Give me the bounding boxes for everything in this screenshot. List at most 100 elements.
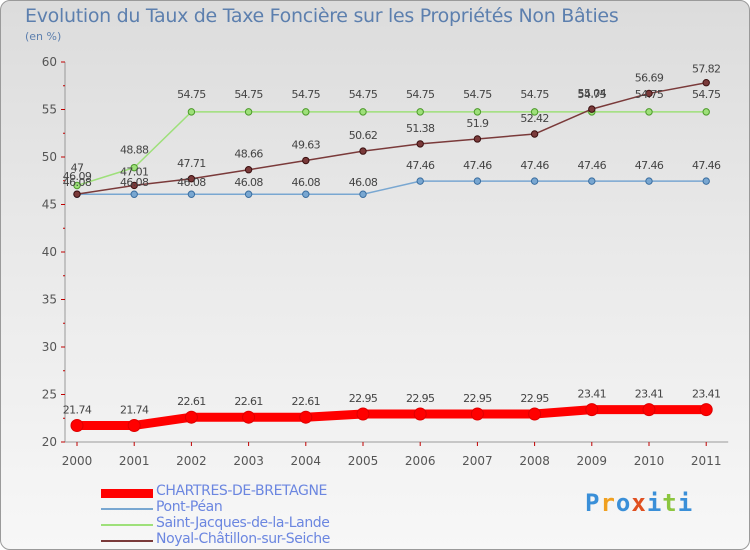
data-label: 22.61	[177, 395, 206, 408]
data-point	[702, 177, 710, 185]
data-label: 47.01	[120, 165, 149, 178]
data-point	[416, 177, 424, 185]
data-point	[130, 181, 138, 190]
data-point	[702, 79, 710, 87]
data-label: 54.75	[177, 88, 206, 101]
y-tick-label: 60	[42, 55, 57, 69]
data-label: 46.08	[349, 176, 378, 189]
data-point	[530, 177, 539, 185]
data-point	[528, 407, 542, 421]
data-label: 22.95	[349, 392, 378, 405]
series-line-1	[77, 405, 707, 430]
data-point	[242, 410, 256, 424]
legend-label: Saint-Jacques-de-la-Lande	[156, 515, 330, 531]
y-tick-label: 45	[42, 198, 57, 212]
data-label: 54.75	[292, 88, 321, 101]
data-point	[413, 407, 427, 421]
data-point	[184, 410, 198, 424]
data-label: 22.61	[292, 395, 321, 408]
data-label: 54.75	[234, 88, 263, 101]
data-point	[244, 166, 253, 174]
data-point	[130, 190, 138, 198]
data-point	[130, 163, 138, 172]
data-label: 21.74	[63, 403, 92, 416]
logo-letter: x	[631, 489, 647, 517]
data-point	[588, 177, 596, 185]
x-tick-label: 2000	[62, 454, 93, 468]
data-label: 48.88	[120, 144, 149, 157]
logo-letter: t	[662, 489, 678, 517]
data-point	[530, 108, 539, 116]
data-label: 46.08	[292, 176, 321, 189]
data-point	[416, 140, 424, 148]
data-point	[299, 410, 313, 424]
data-label: 22.61	[234, 395, 263, 408]
data-point	[359, 190, 367, 198]
data-point	[302, 190, 310, 198]
x-tick-label: 2009	[577, 454, 608, 468]
data-label: 48.66	[234, 148, 263, 161]
legend-swatch	[101, 488, 153, 498]
data-point	[645, 108, 653, 116]
logo-letter: i	[646, 489, 663, 517]
data-label: 50.62	[349, 129, 378, 142]
data-point	[470, 407, 484, 421]
series-line-4	[76, 81, 707, 195]
data-point	[699, 403, 713, 417]
data-point	[187, 175, 196, 183]
data-label: 56.69	[635, 71, 664, 84]
y-tick-label: 55	[42, 103, 57, 117]
data-label: 47	[71, 162, 84, 175]
proxiti-logo: Proxiti	[585, 489, 693, 517]
data-point	[244, 108, 253, 116]
x-tick-label: 2011	[691, 454, 722, 468]
data-label: 57.82	[692, 63, 721, 76]
data-point	[473, 135, 482, 143]
x-tick-label: 2004	[291, 454, 322, 468]
data-point	[127, 418, 141, 432]
data-point	[530, 130, 539, 138]
data-point	[473, 177, 482, 185]
data-point	[302, 108, 310, 116]
data-label: 46.08	[63, 176, 92, 189]
data-point	[359, 108, 367, 116]
x-tick-label: 2006	[405, 454, 436, 468]
data-label: 23.41	[692, 388, 721, 401]
data-label: 54.75	[520, 88, 549, 101]
data-label: 23.41	[578, 388, 607, 401]
data-point	[645, 177, 653, 185]
data-label: 46.09	[63, 170, 92, 183]
data-label: 23.41	[635, 388, 664, 401]
data-label: 54.75	[692, 88, 721, 101]
y-tick-label: 50	[42, 150, 57, 164]
logo-letter: o	[615, 489, 632, 517]
data-label: 22.95	[520, 392, 549, 405]
data-label: 22.95	[463, 392, 492, 405]
data-point	[585, 403, 599, 417]
data-label: 46.08	[234, 176, 263, 189]
logo-letter: r	[600, 489, 616, 517]
data-point	[645, 89, 653, 98]
y-tick-label: 35	[42, 293, 57, 307]
data-label: 54.75	[578, 88, 607, 101]
x-tick-label: 2003	[233, 454, 264, 468]
chart-title: Evolution du Taux de Taxe Foncière sur l…	[25, 5, 619, 27]
legend-label: Noyal-Châtillon-sur-Seiche	[156, 531, 330, 547]
y-tick-label: 25	[42, 388, 57, 402]
data-point	[642, 403, 656, 417]
data-point	[73, 181, 81, 190]
data-label: 47.46	[520, 159, 549, 172]
y-tick-label: 40	[42, 245, 57, 259]
legend-swatch	[101, 524, 153, 526]
data-point	[473, 108, 482, 116]
data-label: 51.38	[406, 122, 435, 135]
data-label: 47.46	[635, 159, 664, 172]
data-point	[187, 190, 196, 198]
data-label: 54.75	[349, 88, 378, 101]
data-label: 46.08	[120, 176, 149, 189]
legend-swatch	[101, 540, 153, 542]
x-tick-label: 2001	[119, 454, 150, 468]
data-point	[588, 105, 596, 113]
data-point	[244, 190, 253, 198]
